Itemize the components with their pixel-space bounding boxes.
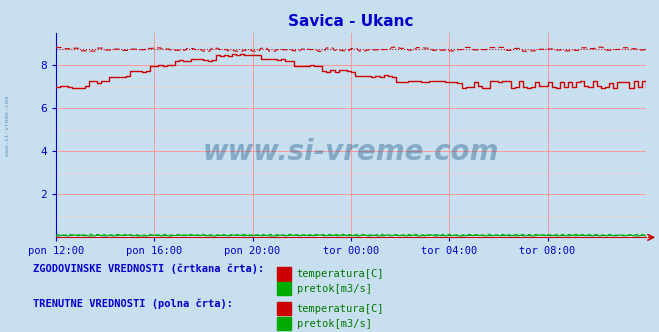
- Text: pretok[m3/s]: pretok[m3/s]: [297, 284, 372, 294]
- Text: www.si-vreme.com: www.si-vreme.com: [5, 96, 11, 156]
- Text: ZGODOVINSKE VREDNOSTI (črtkana črta):: ZGODOVINSKE VREDNOSTI (črtkana črta):: [33, 264, 264, 275]
- Text: temperatura[C]: temperatura[C]: [297, 269, 384, 279]
- Title: Savica - Ukanc: Savica - Ukanc: [288, 14, 414, 29]
- Text: www.si-vreme.com: www.si-vreme.com: [203, 138, 499, 166]
- Text: temperatura[C]: temperatura[C]: [297, 304, 384, 314]
- Text: TRENUTNE VREDNOSTI (polna črta):: TRENUTNE VREDNOSTI (polna črta):: [33, 299, 233, 309]
- Text: pretok[m3/s]: pretok[m3/s]: [297, 319, 372, 329]
